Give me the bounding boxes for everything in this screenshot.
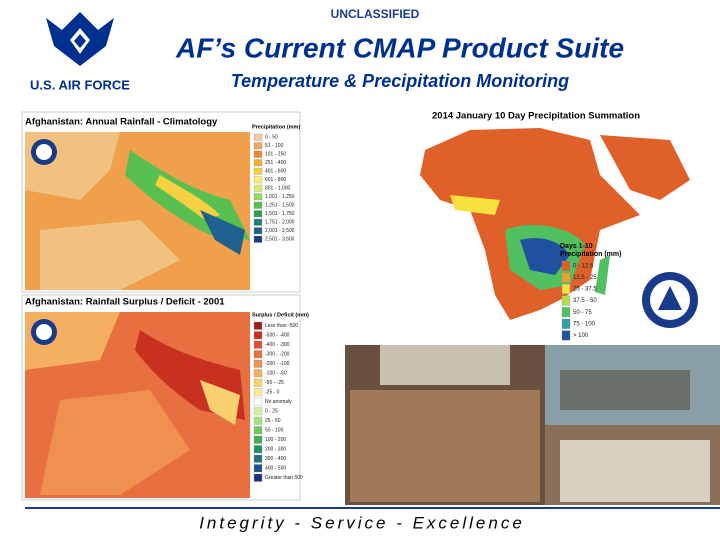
legend-label: 50 - 100 (265, 428, 284, 434)
map-afghanistan-climatology (21, 111, 301, 293)
legend-swatch (253, 218, 263, 226)
legend-title: Precipitation (mm) (560, 251, 621, 258)
legend-label: 1,751 - 2,000 (265, 220, 295, 226)
legend-label: 801 - 1,000 (265, 186, 291, 192)
legend-label: 37.5 - 50 (573, 298, 597, 304)
legend-label: 1,001 - 1,250 (265, 194, 295, 200)
legend-label: 200 - 300 (265, 447, 286, 453)
legend-swatch (253, 397, 263, 406)
legend-label: > 100 (573, 333, 589, 339)
legend-label: 300 - 400 (265, 456, 286, 462)
legend-swatch (561, 330, 571, 341)
legend-title: Precipitation (mm) (252, 124, 300, 130)
legend-swatch (253, 142, 263, 150)
legend-swatch (253, 176, 263, 184)
legend-swatch (253, 167, 263, 175)
legend-label: -50 - -25 (265, 380, 284, 386)
legend-label: No anomaly (265, 399, 292, 405)
legend-swatch (561, 295, 571, 306)
legend-swatch (561, 318, 571, 329)
legend-swatch (253, 184, 263, 192)
map-africa-precip (410, 105, 700, 345)
legend-heading: Days 1-10 (560, 243, 593, 250)
legend-label: -300 - -200 (265, 352, 290, 358)
legend-label: -100 - -50 (265, 371, 287, 377)
legend-label: 2,501 - 3,500 (265, 237, 295, 243)
legend-label: 51 - 100 (265, 143, 284, 149)
legend-label: 0 - 12.5 (573, 263, 594, 269)
legend-label: -25 - 0 (265, 390, 280, 396)
legend-swatch (253, 416, 263, 425)
legend-label: Less than -500 (265, 323, 298, 329)
legend-swatch (253, 133, 263, 141)
legend-swatch (253, 201, 263, 209)
panel-title: Afghanistan: Rainfall Surplus / Deficit … (25, 297, 225, 308)
legend-label: 400 - 500 (265, 466, 286, 472)
legend-label: 75 - 100 (573, 321, 596, 327)
legend-swatch (253, 159, 263, 167)
legend-label: -400 - -300 (265, 342, 290, 348)
legend-swatch (561, 307, 571, 318)
logo-text: U.S. AIR FORCE (30, 77, 130, 92)
legend-label: 101 - 250 (265, 152, 286, 158)
legend-label: 0 - 25 (265, 409, 278, 415)
legend-label: 25 - 50 (265, 418, 281, 424)
legend-swatch (253, 340, 263, 349)
legend-label: -500 - -400 (265, 333, 290, 339)
classification: UNCLASSIFIED (331, 7, 420, 21)
legend-label: 1,251 - 1,500 (265, 203, 295, 209)
legend-swatch (253, 435, 263, 444)
legend-label: 12.5 - 25 (573, 275, 597, 281)
af-logo (46, 12, 114, 66)
panel-title: Afghanistan: Annual Rainfall - Climatolo… (25, 117, 218, 128)
legend-label: 0 - 50 (265, 135, 278, 141)
panel-title: 2014 January 10 Day Precipitation Summat… (432, 111, 640, 122)
legend-label: 401 - 600 (265, 169, 286, 175)
legend-swatch (253, 454, 263, 463)
footer-motto: Integrity - Service - Excellence (199, 513, 525, 532)
legend-title: Surplus / Deficit (mm) (252, 312, 309, 318)
legend-swatch (253, 407, 263, 416)
legend-swatch (561, 272, 571, 283)
legend-swatch (253, 378, 263, 387)
slide-title: AF’s Current CMAP Product Suite (175, 32, 624, 63)
legend-label: 1,501 - 1,750 (265, 211, 295, 217)
legend-swatch (253, 331, 263, 340)
legend-swatch (253, 350, 263, 359)
legend-swatch (253, 369, 263, 378)
legend-swatch (561, 260, 571, 271)
legend-swatch (253, 473, 263, 482)
legend-swatch (253, 150, 263, 158)
legend-label: -200 - -100 (265, 361, 290, 367)
legend-swatch (253, 193, 263, 201)
legend-swatch (253, 235, 263, 243)
legend-swatch (253, 227, 263, 235)
legend-swatch (253, 359, 263, 368)
legend-label: Greater than 500 (265, 475, 303, 481)
legend-label: 100 - 200 (265, 437, 286, 443)
legend-swatch (561, 284, 571, 294)
legend-label: 251 - 400 (265, 160, 286, 166)
legend-label: 601 - 800 (265, 177, 286, 183)
legend-swatch (253, 388, 263, 397)
legend-swatch (253, 321, 263, 330)
legend-label: 50 - 75 (573, 310, 592, 316)
legend-swatch (253, 426, 263, 435)
map-afghanistan-deficit (21, 294, 301, 501)
legend-swatch (253, 464, 263, 473)
legend-swatch (253, 210, 263, 218)
slide-subtitle: Temperature & Precipitation Monitoring (231, 71, 569, 91)
legend-label: 25 - 37.5 (573, 287, 597, 293)
legend-swatch (253, 445, 263, 454)
photo-airlift (345, 345, 720, 505)
legend-label: 2,001 - 2,500 (265, 228, 295, 234)
